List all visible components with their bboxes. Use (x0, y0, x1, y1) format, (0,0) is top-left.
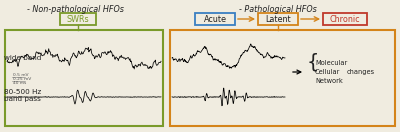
Text: wide band: wide band (4, 55, 41, 61)
Text: changes: changes (347, 69, 375, 75)
Text: 80-500 Hz
band pass: 80-500 Hz band pass (4, 88, 41, 102)
Text: Latent: Latent (265, 15, 291, 23)
Text: 0.25 mV: 0.25 mV (13, 77, 31, 81)
Text: SWRs: SWRs (67, 15, 89, 23)
Text: Acute: Acute (204, 15, 226, 23)
Text: 0.5 mV: 0.5 mV (13, 73, 28, 77)
Text: - Pathological HFOs: - Pathological HFOs (239, 5, 317, 14)
Text: - Non-pathological HFOs: - Non-pathological HFOs (26, 5, 124, 14)
Text: Network: Network (315, 78, 343, 84)
Text: {: { (307, 53, 319, 72)
Text: Cellular: Cellular (315, 69, 340, 75)
Text: 40 ms: 40 ms (13, 81, 26, 85)
Text: Molecular: Molecular (315, 60, 347, 66)
Text: Chronic: Chronic (330, 15, 360, 23)
